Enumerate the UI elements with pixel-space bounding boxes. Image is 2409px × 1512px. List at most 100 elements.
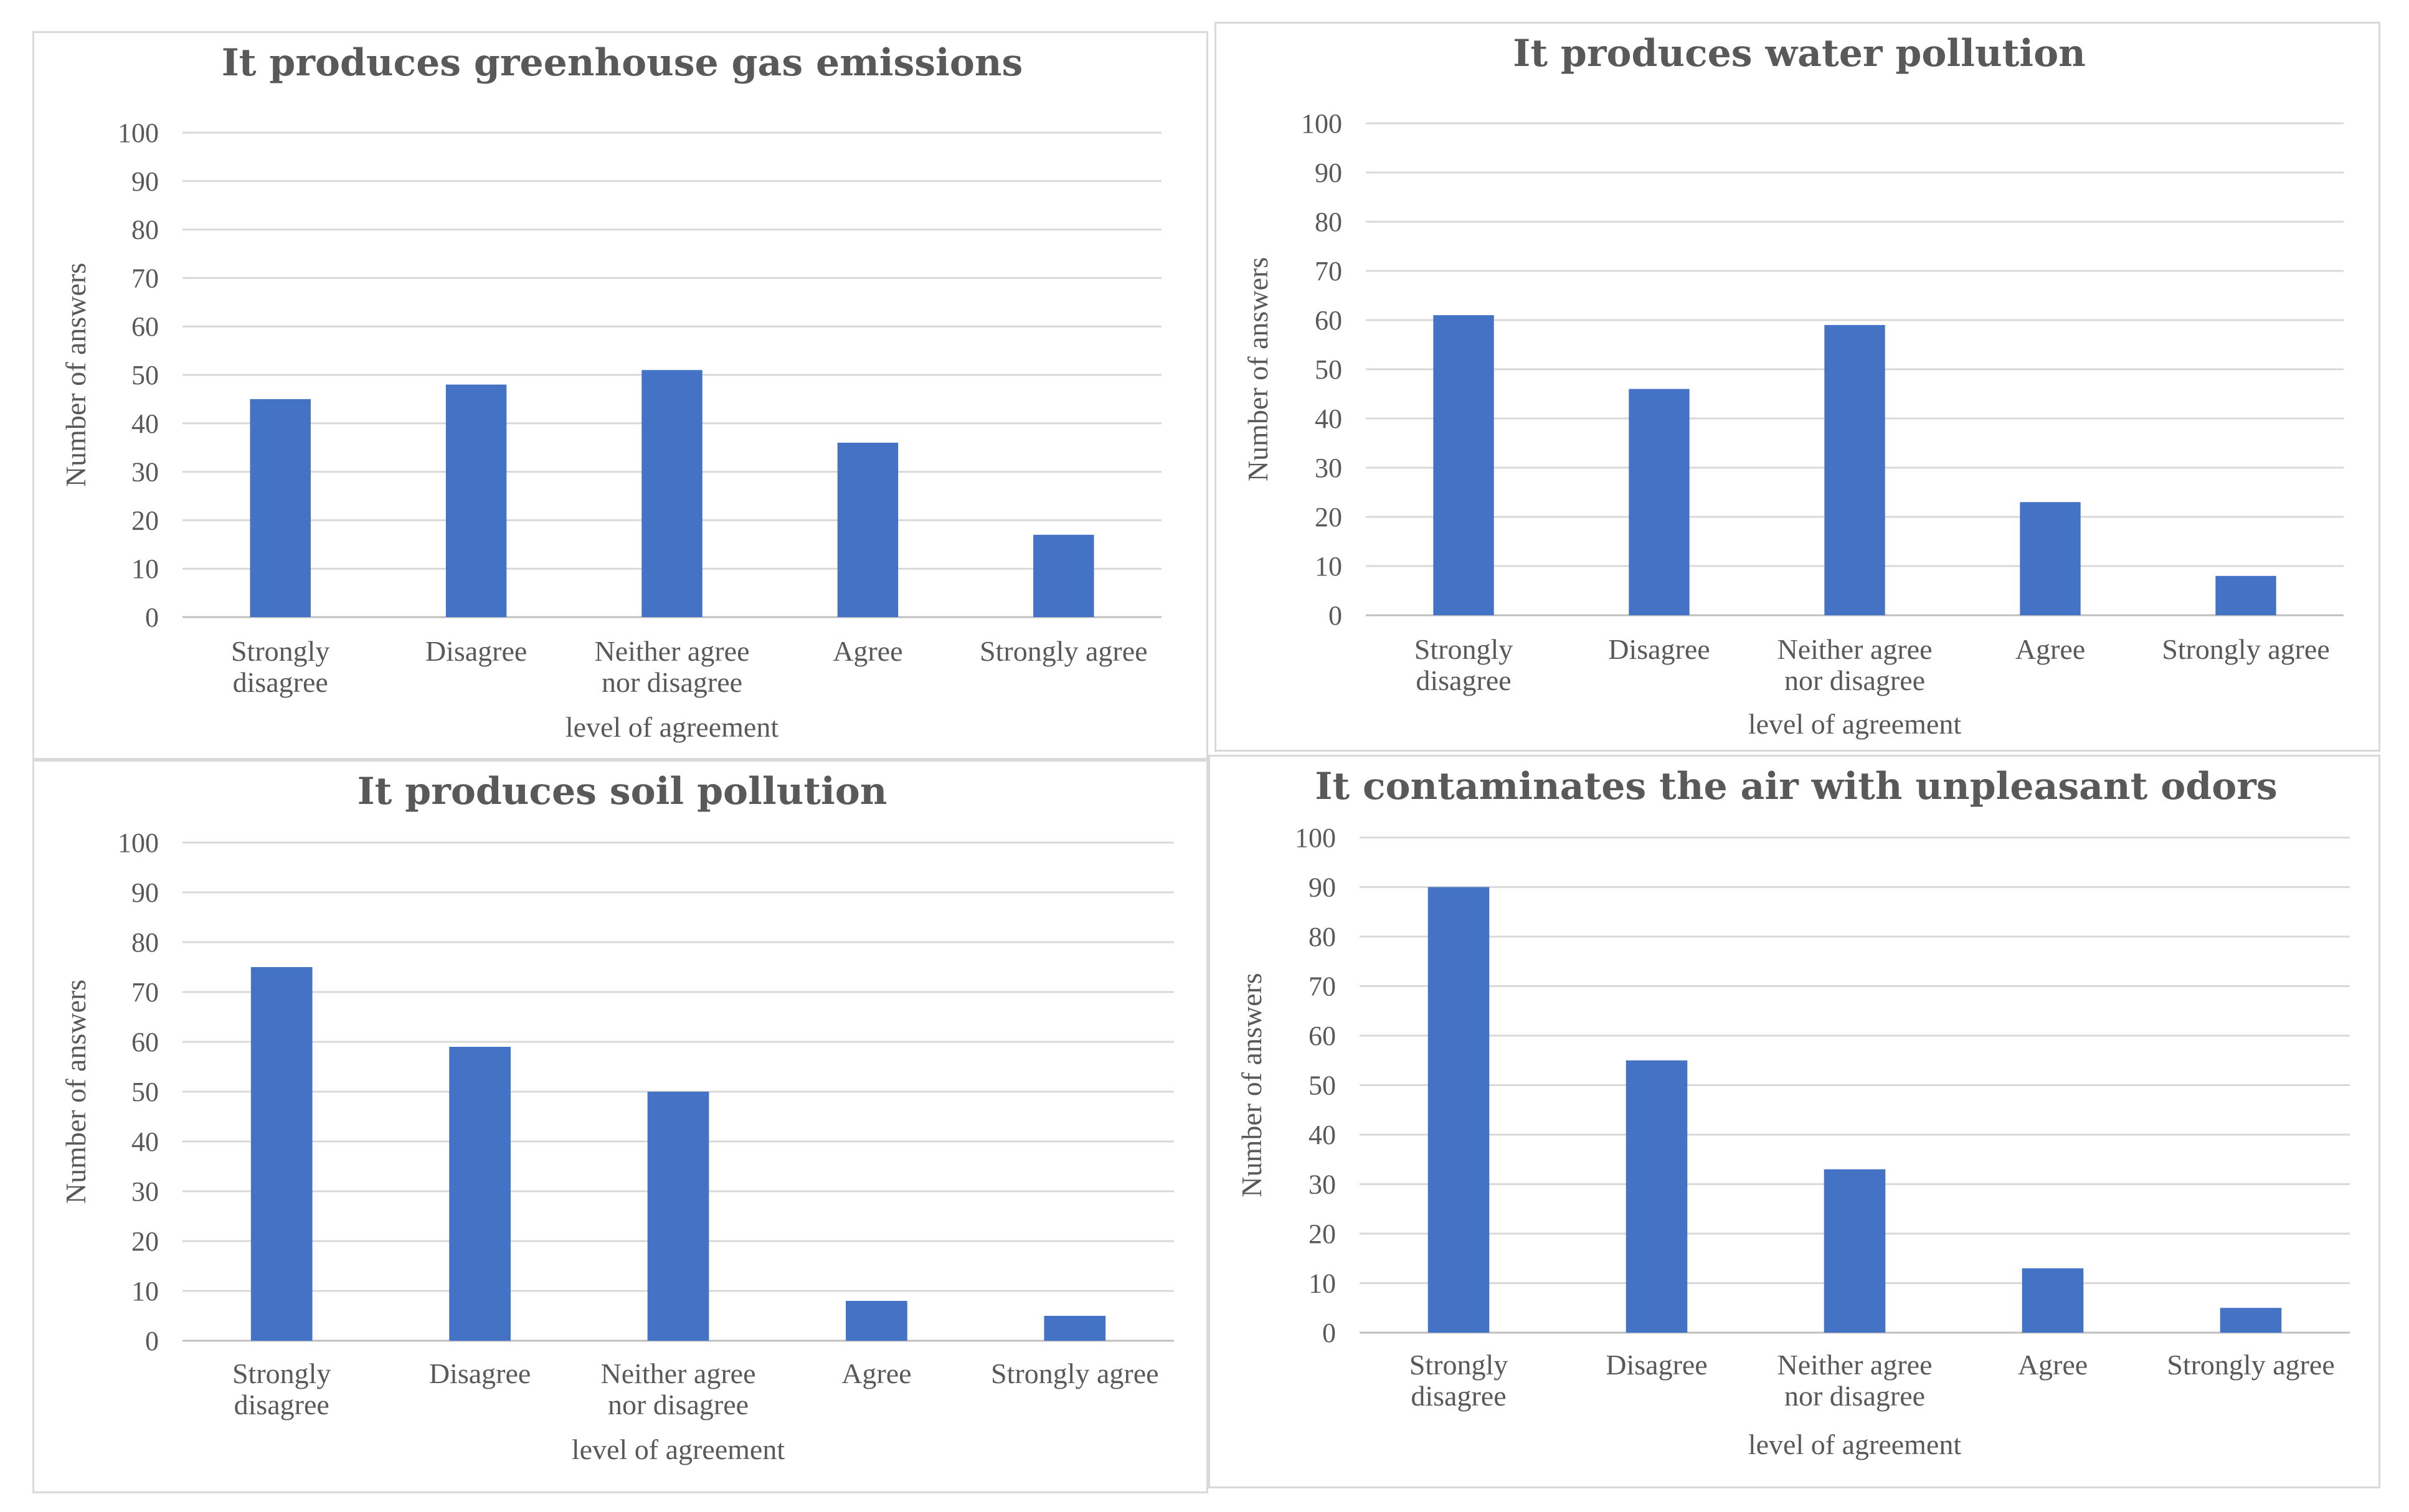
y-tick-label: 60 xyxy=(1315,305,1342,336)
y-tick-label: 70 xyxy=(1309,971,1336,1002)
chart-greenhouse: It produces greenhouse gas emissions 0 10 2… xyxy=(60,41,1162,743)
y-tick-label: 20 xyxy=(1309,1219,1336,1249)
y-tick-label: 80 xyxy=(1309,922,1336,952)
x-category-label-line: Strongly xyxy=(231,635,329,667)
bar-water-5 xyxy=(2215,575,2276,615)
y-tick-label: 60 xyxy=(1309,1021,1336,1051)
bar-greenhouse-1 xyxy=(250,399,311,617)
x-category-label: Strongly agree xyxy=(980,635,1148,667)
y-tick-label: 10 xyxy=(1315,551,1342,582)
y-tick-label: 20 xyxy=(131,1226,159,1257)
chart-water: It produces water pollution 0 10 20 30 40 50 60… xyxy=(1242,32,2344,740)
x-category-label-line: Strongly agree xyxy=(2162,633,2330,665)
bar-soil-2 xyxy=(449,1047,511,1341)
y-tick-label: 60 xyxy=(131,1027,159,1057)
y-tick-label: 70 xyxy=(131,263,159,293)
x-category-label-line: Agree xyxy=(2015,633,2085,665)
y-tick-label: 60 xyxy=(131,311,159,342)
bar-soil-4 xyxy=(846,1301,907,1341)
y-tick-label: 80 xyxy=(131,927,159,958)
y-tick-label: 90 xyxy=(131,877,159,908)
x-category-label-line: disagree xyxy=(234,1389,329,1420)
x-category-label: Disagree xyxy=(1606,1349,1707,1381)
x-category-label-line: Strongly xyxy=(1414,633,1513,665)
x-category-label-line: Strongly xyxy=(1409,1349,1508,1381)
y-tick-label: 80 xyxy=(131,215,159,245)
y-tick-label: 30 xyxy=(1315,453,1342,483)
y-tick-label: 50 xyxy=(1315,354,1342,385)
x-category-label: Neither agree nor disagree xyxy=(1777,633,1932,696)
bar-water-2 xyxy=(1629,389,1690,615)
bar-greenhouse-4 xyxy=(837,442,899,617)
y-tick-label: 0 xyxy=(1328,600,1342,631)
y-axis-label: Number of answers xyxy=(1242,257,1274,481)
x-category-label-line: Neither agree xyxy=(1777,1349,1932,1381)
x-category-label-line: Disagree xyxy=(429,1358,531,1389)
x-category-label-line: disagree xyxy=(233,666,328,698)
bar-odors-5 xyxy=(2220,1308,2282,1333)
y-tick-label: 10 xyxy=(131,1276,159,1306)
x-category-label-line: Strongly agree xyxy=(991,1358,1159,1389)
bar-soil-5 xyxy=(1044,1316,1106,1341)
bar-soil-3 xyxy=(647,1092,709,1341)
x-category-label-line: Strongly xyxy=(232,1358,331,1389)
chart-title: It produces water pollution xyxy=(1513,32,2085,75)
y-tick-label: 40 xyxy=(1309,1120,1336,1150)
x-category-label-line: Disagree xyxy=(425,635,527,667)
y-tick-label: 0 xyxy=(1322,1318,1336,1348)
x-axis-label: level of agreement xyxy=(1748,1429,1961,1460)
x-category-label-line: nor disagree xyxy=(1784,1380,1925,1412)
x-category-label: Strongly disagree xyxy=(232,1358,331,1420)
bar-greenhouse-2 xyxy=(445,384,507,617)
bar-odors-4 xyxy=(2022,1268,2084,1333)
y-tick-label: 40 xyxy=(131,1127,159,1157)
x-category-label: Strongly disagree xyxy=(1409,1349,1508,1412)
x-axis-label: level of agreement xyxy=(1748,708,1961,740)
y-tick-label: 90 xyxy=(1309,872,1336,903)
x-category-label-line: nor disagree xyxy=(602,666,742,698)
x-category-label: Strongly agree xyxy=(991,1358,1159,1389)
y-tick-label: 40 xyxy=(131,409,159,439)
x-category-label: Strongly disagree xyxy=(231,635,329,698)
x-category-label: Agree xyxy=(833,635,902,667)
x-category-label-line: Agree xyxy=(2018,1349,2088,1381)
chart-title: It produces soil pollution xyxy=(357,770,887,813)
bar-odors-2 xyxy=(1626,1060,1688,1333)
x-category-label-line: Disagree xyxy=(1606,1349,1707,1381)
x-category-label-line: Strongly agree xyxy=(2167,1349,2335,1381)
y-tick-label: 100 xyxy=(118,828,159,858)
x-category-label: Agree xyxy=(2018,1349,2088,1381)
x-category-label-line: Disagree xyxy=(1608,633,1710,665)
x-category-label: Disagree xyxy=(425,635,527,667)
y-tick-label: 70 xyxy=(131,977,159,1008)
y-tick-label: 0 xyxy=(145,602,159,633)
x-category-label-line: disagree xyxy=(1416,664,1511,696)
bar-odors-1 xyxy=(1427,887,1490,1333)
bar-water-4 xyxy=(2020,502,2081,615)
y-tick-label: 80 xyxy=(1315,207,1342,237)
x-category-label: Agree xyxy=(2015,633,2085,665)
y-tick-label: 30 xyxy=(131,1176,159,1207)
x-category-label: Neither agree nor disagree xyxy=(1777,1349,1932,1412)
bar-greenhouse-3 xyxy=(641,370,703,617)
y-tick-label: 100 xyxy=(118,118,159,148)
bar-water-1 xyxy=(1433,315,1494,615)
y-tick-label: 30 xyxy=(131,457,159,488)
bar-soil-1 xyxy=(250,967,313,1341)
y-tick-label: 10 xyxy=(1309,1269,1336,1299)
x-category-label-line: nor disagree xyxy=(608,1389,749,1420)
bar-odors-3 xyxy=(1824,1169,1886,1333)
x-category-label-line: Agree xyxy=(841,1358,911,1389)
y-tick-label: 30 xyxy=(1309,1169,1336,1200)
x-category-label: Disagree xyxy=(1608,633,1710,665)
chart-panel-greenhouse: It produces greenhouse gas emissions 0 10 2… xyxy=(32,31,1208,760)
x-category-label: Strongly agree xyxy=(2162,633,2330,665)
x-category-label: Neither agree nor disagree xyxy=(600,1358,755,1420)
x-category-label-line: disagree xyxy=(1411,1380,1506,1412)
y-tick-label: 90 xyxy=(1315,158,1342,188)
x-axis-label: level of agreement xyxy=(572,1434,785,1465)
x-category-label: Strongly disagree xyxy=(1414,633,1513,696)
y-axis-label: Number of answers xyxy=(60,263,92,487)
x-category-label-line: Neither agree xyxy=(594,635,749,667)
x-category-label: Neither agree nor disagree xyxy=(594,635,749,698)
